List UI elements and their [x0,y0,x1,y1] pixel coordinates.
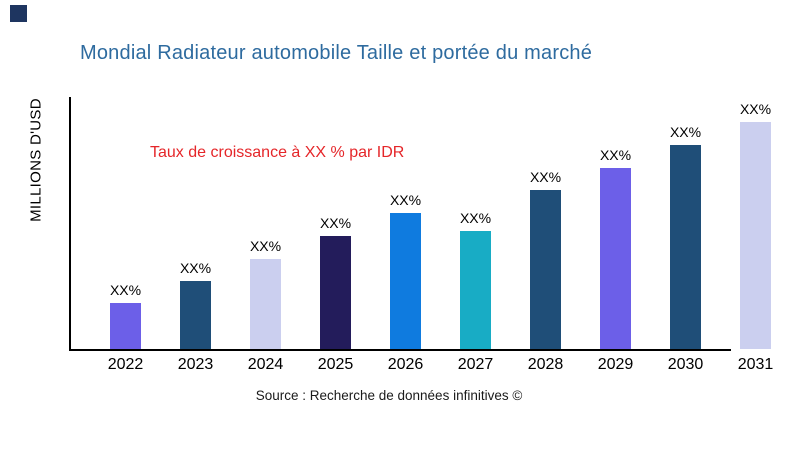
bar-value-label-2031: XX% [739,101,772,117]
bar-value-label-2030: XX% [669,124,702,140]
bar-value-label-2029: XX% [599,147,632,163]
x-tick-label-2025: 2025 [317,356,354,373]
bar-2028 [530,190,561,349]
bar-2026 [390,213,421,349]
growth-annotation: Taux de croissance à XX % par IDR [150,144,405,161]
bar-2030 [670,145,701,349]
bar-value-label-2027: XX% [459,210,492,226]
bar-value-label-2026: XX% [389,192,422,208]
x-tick-label-2029: 2029 [597,356,634,373]
bar-2027 [460,231,491,349]
source-caption: Source : Recherche de données infinitive… [255,388,523,403]
bar-2024 [250,259,281,349]
x-tick-label-2026: 2026 [387,356,424,373]
x-tick-label-2030: 2030 [667,356,704,373]
x-tick-label-2023: 2023 [177,356,214,373]
x-tick-label-2031: 2031 [737,356,774,373]
brand-mark-icon [10,5,27,22]
chart-title: Mondial Radiateur automobile Taille et p… [80,42,593,64]
x-tick-label-2028: 2028 [527,356,564,373]
bar-value-label-2028: XX% [529,169,562,185]
bar-value-label-2022: XX% [109,282,142,298]
x-tick-label-2024: 2024 [247,356,284,373]
bar-value-label-2025: XX% [319,215,352,231]
x-tick-label-2027: 2027 [457,356,494,373]
y-axis-line [69,97,71,351]
x-axis-line [69,349,731,351]
x-tick-label-2022: 2022 [107,356,144,373]
y-axis-label: MILLIONS D'USD [27,98,45,222]
bar-2025 [320,236,351,349]
bar-2022 [110,303,141,349]
bar-2023 [180,281,211,349]
bar-value-label-2024: XX% [249,238,282,254]
bar-2029 [600,168,631,349]
bar-2031 [740,122,771,349]
bar-value-label-2023: XX% [179,260,212,276]
